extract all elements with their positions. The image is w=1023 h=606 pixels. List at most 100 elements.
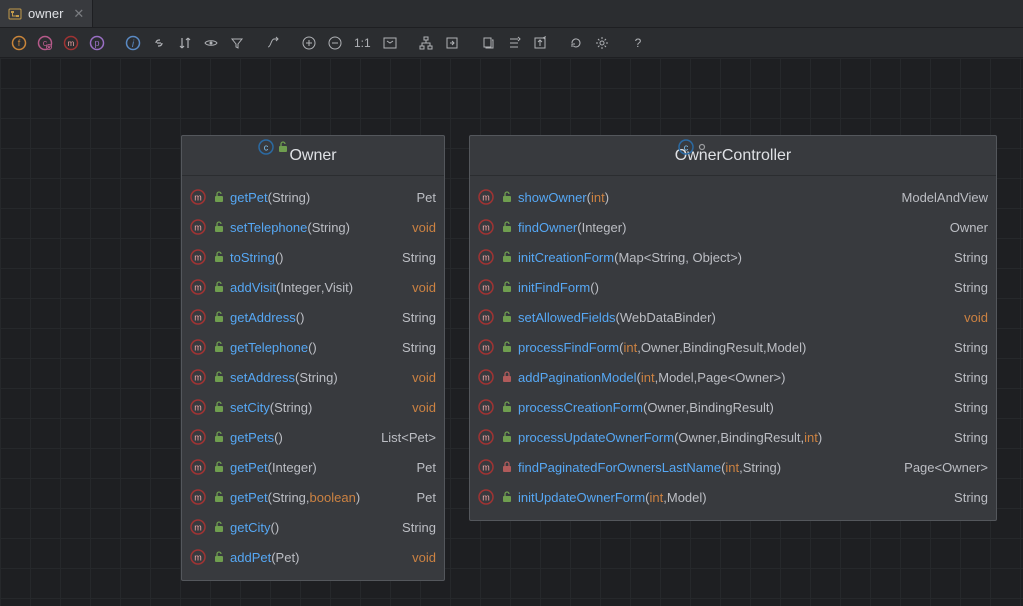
- method-icon: m: [478, 249, 494, 265]
- public-lock-icon: [214, 431, 224, 443]
- member-return-type: String: [954, 430, 988, 445]
- method-icon: m: [190, 429, 206, 445]
- panel-header[interactable]: c OwnerController: [470, 136, 996, 176]
- constructors-filter-icon[interactable]: c★: [34, 32, 56, 54]
- member-return-type: String: [402, 310, 436, 325]
- help-icon[interactable]: ?: [627, 32, 649, 54]
- diagram-canvas[interactable]: c Owner m getPet(String) Pet m setTeleph…: [0, 58, 1023, 606]
- svg-text:m: m: [194, 493, 202, 503]
- member-row[interactable]: m getPet(String) Pet: [190, 182, 436, 212]
- member-row[interactable]: m initUpdateOwnerForm(int, Model) String: [478, 482, 988, 512]
- member-row[interactable]: m initCreationForm(Map<String, Object>) …: [478, 242, 988, 272]
- public-lock-icon: [278, 141, 288, 153]
- diagram-file-icon: [8, 7, 22, 21]
- fields-filter-icon[interactable]: f: [8, 32, 30, 54]
- class-title: Owner: [289, 147, 336, 165]
- member-row[interactable]: m getTelephone() String: [190, 332, 436, 362]
- filter-icon[interactable]: [226, 32, 248, 54]
- member-signature: findOwner(Integer): [518, 220, 944, 235]
- svg-text:m: m: [194, 313, 202, 323]
- zoom-out-icon[interactable]: [324, 32, 346, 54]
- public-lock-icon: [502, 311, 512, 323]
- refresh-icon[interactable]: [565, 32, 587, 54]
- svg-text:m: m: [194, 193, 202, 203]
- class-panel-owner[interactable]: c Owner m getPet(String) Pet m setTeleph…: [181, 135, 445, 581]
- member-row[interactable]: m setCity(String) void: [190, 392, 436, 422]
- member-signature: processUpdateOwnerForm(Owner, BindingRes…: [518, 430, 948, 445]
- public-lock-icon: [214, 551, 224, 563]
- member-row[interactable]: m addVisit(Integer, Visit) void: [190, 272, 436, 302]
- member-row[interactable]: m setTelephone(String) void: [190, 212, 436, 242]
- member-row[interactable]: m findOwner(Integer) Owner: [478, 212, 988, 242]
- member-return-type: String: [954, 400, 988, 415]
- fit-content-icon[interactable]: [379, 32, 401, 54]
- member-row[interactable]: m getPet(Integer) Pet: [190, 452, 436, 482]
- method-icon: m: [190, 459, 206, 475]
- member-signature: processCreationForm(Owner, BindingResult…: [518, 400, 948, 415]
- svg-text:m: m: [194, 463, 202, 473]
- member-row[interactable]: m addPet(Pet) void: [190, 542, 436, 572]
- member-row[interactable]: m getPet(String, boolean) Pet: [190, 482, 436, 512]
- properties-filter-icon[interactable]: p: [86, 32, 108, 54]
- member-signature: findPaginatedForOwnersLastName(int, Stri…: [518, 460, 898, 475]
- export-icon[interactable]: [529, 32, 551, 54]
- public-lock-icon: [502, 491, 512, 503]
- member-return-type: void: [964, 310, 988, 325]
- member-row[interactable]: m setAllowedFields(WebDataBinder) void: [478, 302, 988, 332]
- public-lock-icon: [502, 221, 512, 233]
- zoom-in-icon[interactable]: [298, 32, 320, 54]
- svg-text:m: m: [482, 343, 490, 353]
- member-row[interactable]: m processUpdateOwnerForm(Owner, BindingR…: [478, 422, 988, 452]
- member-signature: showOwner(int): [518, 190, 896, 205]
- member-return-type: void: [412, 400, 436, 415]
- layout-icon[interactable]: [415, 32, 437, 54]
- svg-text:m: m: [482, 253, 490, 263]
- public-lock-icon: [214, 311, 224, 323]
- link-icon[interactable]: [148, 32, 170, 54]
- public-lock-icon: [214, 371, 224, 383]
- eye-icon[interactable]: [200, 32, 222, 54]
- apply-layout-icon[interactable]: [441, 32, 463, 54]
- method-icon: m: [190, 549, 206, 565]
- member-signature: getPet(String, boolean): [230, 490, 410, 505]
- svg-text:m: m: [482, 373, 490, 383]
- method-icon: m: [190, 279, 206, 295]
- member-row[interactable]: m findPaginatedForOwnersLastName(int, St…: [478, 452, 988, 482]
- method-icon: m: [478, 369, 494, 385]
- info-icon[interactable]: i: [122, 32, 144, 54]
- member-signature: addVisit(Integer, Visit): [230, 280, 406, 295]
- member-return-type: ModelAndView: [902, 190, 988, 205]
- member-row[interactable]: m setAddress(String) void: [190, 362, 436, 392]
- member-row[interactable]: m getAddress() String: [190, 302, 436, 332]
- svg-text:c: c: [684, 143, 689, 153]
- member-row[interactable]: m getCity() String: [190, 512, 436, 542]
- public-lock-icon: [214, 221, 224, 233]
- class-panel-controller[interactable]: c OwnerController m showOwner(int) Model…: [469, 135, 997, 521]
- member-return-type: Pet: [416, 490, 436, 505]
- method-icon: m: [478, 279, 494, 295]
- panel-header[interactable]: c Owner: [182, 136, 444, 176]
- member-return-type: String: [402, 250, 436, 265]
- methods-filter-icon[interactable]: m: [60, 32, 82, 54]
- svg-text:m: m: [482, 193, 490, 203]
- actual-size-button[interactable]: 1:1: [350, 32, 375, 54]
- member-row[interactable]: m initFindForm() String: [478, 272, 988, 302]
- reroute-icon[interactable]: [262, 32, 284, 54]
- settings-icon[interactable]: [591, 32, 613, 54]
- list-icon[interactable]: [503, 32, 525, 54]
- editor-tab-owner[interactable]: owner ✕: [0, 0, 93, 27]
- copy-icon[interactable]: [477, 32, 499, 54]
- svg-text:m: m: [194, 553, 202, 563]
- member-row[interactable]: m processCreationForm(Owner, BindingResu…: [478, 392, 988, 422]
- editor-tab-bar: owner ✕: [0, 0, 1023, 28]
- member-signature: getTelephone(): [230, 340, 396, 355]
- member-row[interactable]: m addPaginationModel(int, Model, Page<Ow…: [478, 362, 988, 392]
- member-return-type: Pet: [416, 190, 436, 205]
- member-row[interactable]: m getPets() List<Pet>: [190, 422, 436, 452]
- close-icon[interactable]: ✕: [73, 6, 84, 22]
- member-row[interactable]: m processFindForm(int, Owner, BindingRes…: [478, 332, 988, 362]
- public-lock-icon: [214, 281, 224, 293]
- sort-icon[interactable]: [174, 32, 196, 54]
- member-row[interactable]: m toString() String: [190, 242, 436, 272]
- member-row[interactable]: m showOwner(int) ModelAndView: [478, 182, 988, 212]
